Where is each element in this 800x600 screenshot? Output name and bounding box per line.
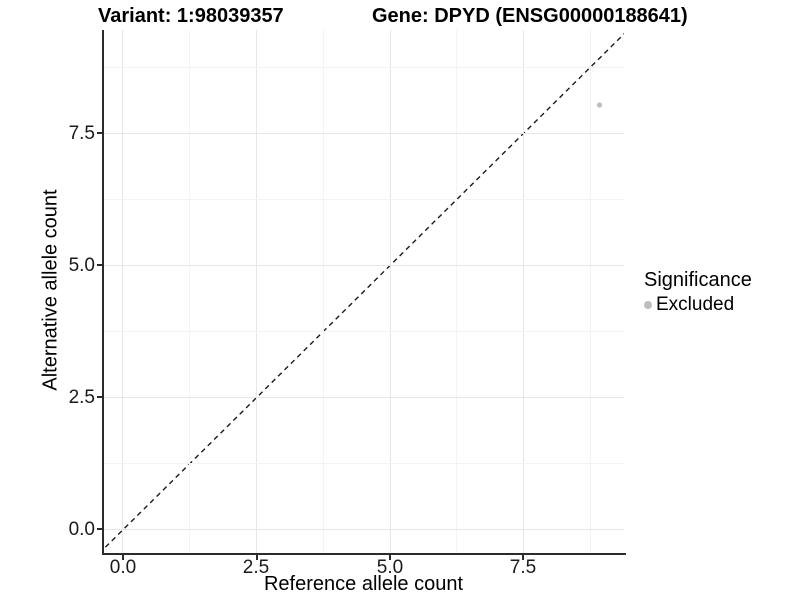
legend-entry-label: Excluded bbox=[656, 294, 735, 315]
gridline-major-vertical bbox=[523, 30, 524, 554]
y-tick-label: 5.0 bbox=[68, 255, 95, 276]
gridline-major-horizontal bbox=[103, 397, 624, 398]
y-tick-mark bbox=[97, 396, 102, 398]
y-tick-mark bbox=[97, 528, 102, 530]
gridline-major-horizontal bbox=[103, 529, 624, 530]
x-tick-mark bbox=[389, 555, 391, 560]
gridline-major-vertical bbox=[390, 30, 391, 554]
panel-overlay bbox=[103, 32, 624, 551]
x-tick-label: 5.0 bbox=[376, 557, 404, 578]
legend-entry-excluded: Excluded bbox=[644, 294, 800, 315]
x-tick-label: 2.5 bbox=[242, 557, 270, 578]
gridline-minor-horizontal bbox=[103, 463, 624, 464]
gridline-minor-vertical bbox=[189, 30, 190, 554]
x-axis-line bbox=[101, 553, 626, 555]
y-tick-label: 7.5 bbox=[68, 123, 95, 144]
x-axis-title: Reference allele count bbox=[263, 573, 463, 595]
y-tick-mark bbox=[97, 132, 102, 134]
x-tick-label: 0.0 bbox=[109, 557, 137, 578]
data-point-excluded bbox=[596, 102, 603, 108]
x-tick-mark bbox=[522, 555, 524, 560]
gridline-minor-vertical bbox=[590, 30, 591, 554]
gridline-minor-horizontal bbox=[103, 199, 624, 200]
y-tick-label: 0.0 bbox=[68, 519, 95, 540]
gridline-major-horizontal bbox=[103, 133, 624, 134]
y-axis-line bbox=[101, 30, 104, 554]
gene-title: Gene: DPYD (ENSG00000188641) bbox=[372, 5, 688, 27]
gridline-minor-vertical bbox=[456, 30, 457, 554]
gridline-minor-horizontal bbox=[103, 67, 624, 68]
legend-title: Significance bbox=[644, 269, 752, 291]
gridline-minor-horizontal bbox=[103, 331, 624, 332]
x-tick-label: 7.5 bbox=[509, 557, 537, 578]
identity-line bbox=[103, 32, 624, 551]
y-tick-mark bbox=[97, 264, 102, 266]
y-tick-label: 2.5 bbox=[68, 387, 95, 408]
gridline-minor-vertical bbox=[323, 30, 324, 554]
plot-panel bbox=[103, 30, 624, 554]
legend: Significance Excluded bbox=[644, 269, 800, 315]
x-tick-mark bbox=[256, 555, 258, 560]
x-tick-mark bbox=[122, 555, 124, 560]
gridline-major-vertical bbox=[256, 30, 257, 554]
gridline-major-vertical bbox=[122, 30, 123, 554]
variant-title: Variant: 1:98039357 bbox=[98, 5, 284, 27]
excluded-point-icon bbox=[644, 300, 652, 309]
gridline-major-horizontal bbox=[103, 265, 624, 266]
y-axis-title: Alternative allele count bbox=[39, 189, 62, 391]
